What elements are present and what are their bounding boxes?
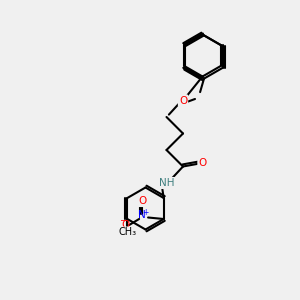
Text: O: O xyxy=(198,158,207,169)
Text: NH: NH xyxy=(159,178,174,188)
Text: N: N xyxy=(138,210,146,220)
Text: CH₃: CH₃ xyxy=(118,227,136,238)
Text: −: − xyxy=(119,215,127,224)
Text: O: O xyxy=(122,220,130,230)
Text: O: O xyxy=(138,196,146,206)
Text: O: O xyxy=(179,95,187,106)
Text: +: + xyxy=(142,208,149,217)
